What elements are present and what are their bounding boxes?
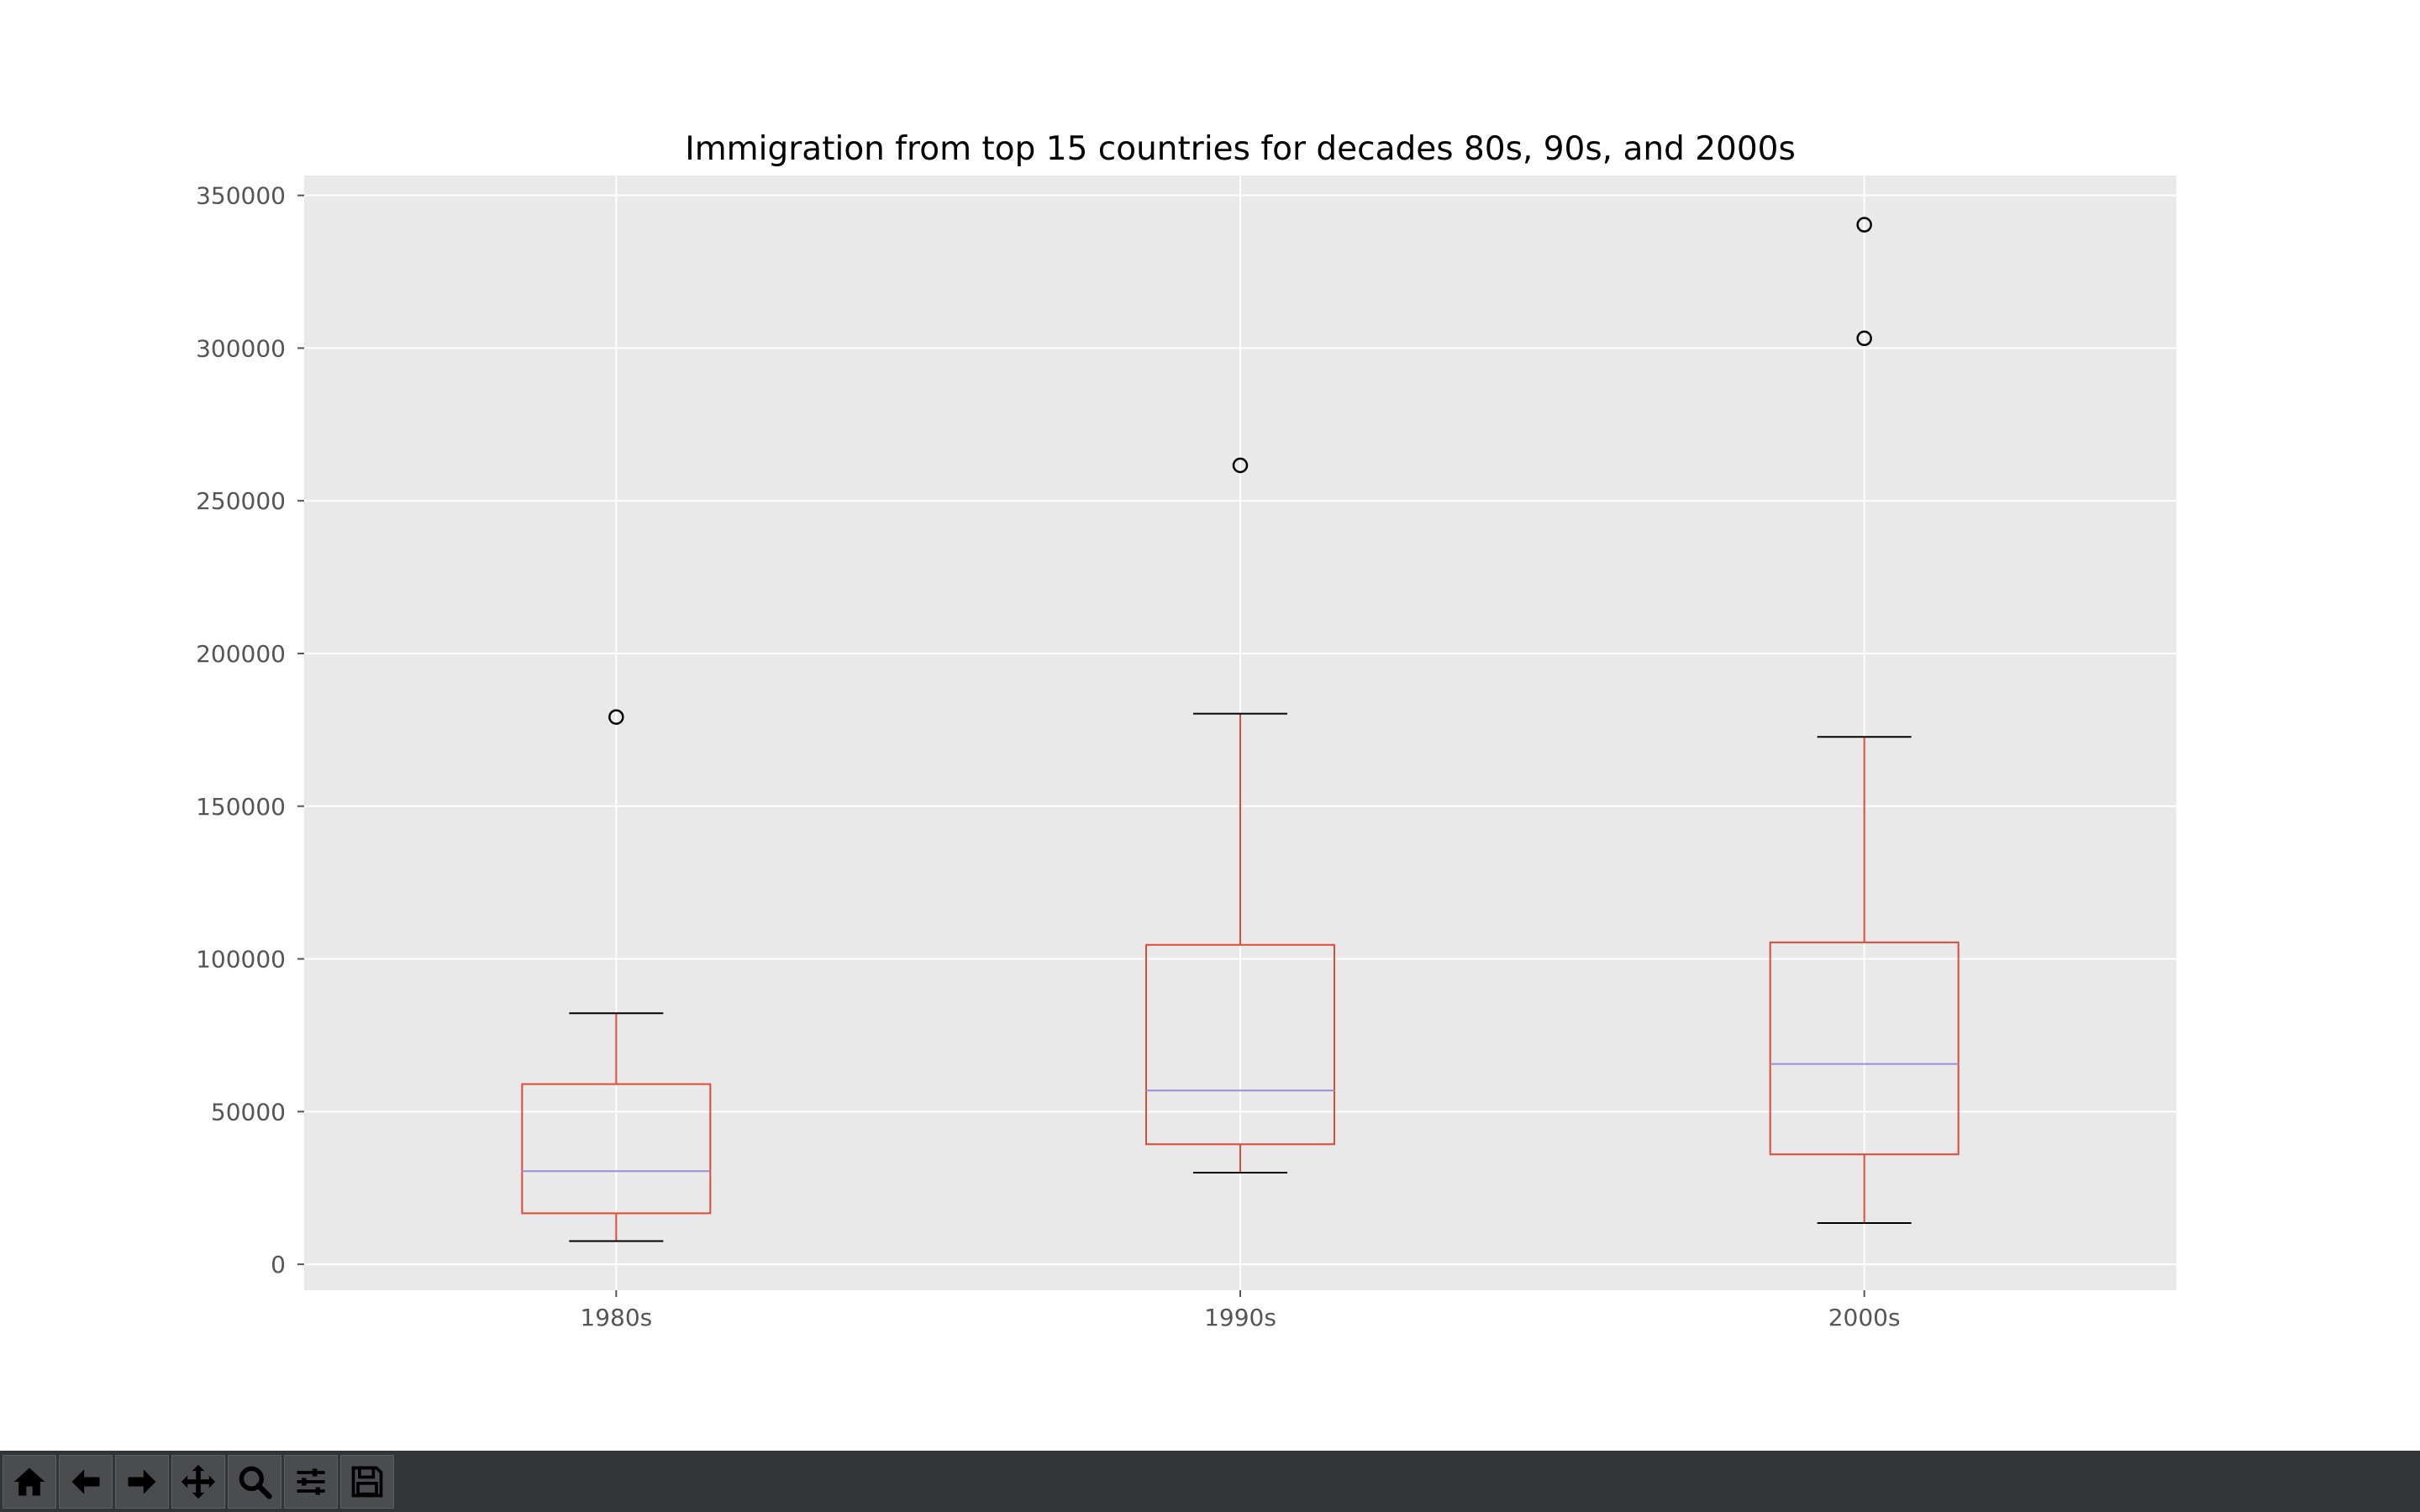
forward-button[interactable] — [115, 1454, 169, 1509]
outlier-point — [1856, 217, 1872, 233]
pan-icon — [181, 1464, 216, 1499]
zoom-icon — [239, 1466, 272, 1499]
outlier-point — [1232, 457, 1249, 474]
y-tick-label: 300000 — [196, 334, 286, 362]
navigation-toolbar — [0, 1451, 2420, 1512]
home-button[interactable] — [3, 1454, 56, 1509]
configure-subplots-icon — [297, 1467, 325, 1495]
boxes-layer — [521, 217, 1960, 1242]
x-tick-label: 1990s — [1204, 1304, 1276, 1331]
x-tick-label: 1980s — [580, 1304, 652, 1331]
pan-button[interactable] — [171, 1454, 225, 1509]
y-tick-label: 100000 — [196, 946, 286, 974]
y-tick-label: 150000 — [196, 793, 286, 821]
y-axis: 0 50000 100000 150000 200000 250000 300000 3500… — [196, 182, 304, 1278]
save-icon — [351, 1466, 383, 1497]
zoom-button[interactable] — [228, 1454, 281, 1509]
forward-arrow-icon — [128, 1468, 156, 1494]
box-iqr — [1769, 941, 1960, 1156]
figure-canvas: 0 50000 100000 150000 200000 250000 300000 3500… — [196, 130, 2176, 1331]
configure-subplots-button[interactable] — [284, 1454, 338, 1509]
y-tick-label: 0 — [271, 1251, 286, 1278]
back-arrow-icon — [71, 1468, 100, 1494]
box-iqr — [521, 1083, 712, 1215]
y-tick-label: 50000 — [211, 1098, 286, 1126]
x-axis: 1980s 1990s 2000s — [580, 1290, 1901, 1331]
chart-title: Immigration from top 15 countries for de… — [685, 130, 1796, 168]
box-plot-chart: 0 50000 100000 150000 200000 250000 300000 3500… — [196, 130, 2176, 1331]
home-icon — [13, 1467, 45, 1495]
outlier-point — [608, 709, 624, 725]
box-group — [521, 709, 712, 1242]
box-group — [1145, 457, 1335, 1174]
box-iqr — [1145, 943, 1335, 1146]
y-tick-label: 200000 — [196, 640, 286, 668]
box-group — [1769, 217, 1960, 1225]
save-button[interactable] — [340, 1454, 394, 1509]
outlier-point — [1856, 330, 1872, 347]
back-button[interactable] — [59, 1454, 113, 1509]
x-tick-label: 2000s — [1828, 1304, 1901, 1331]
y-tick-label: 350000 — [196, 182, 286, 210]
y-tick-label: 250000 — [196, 487, 286, 515]
